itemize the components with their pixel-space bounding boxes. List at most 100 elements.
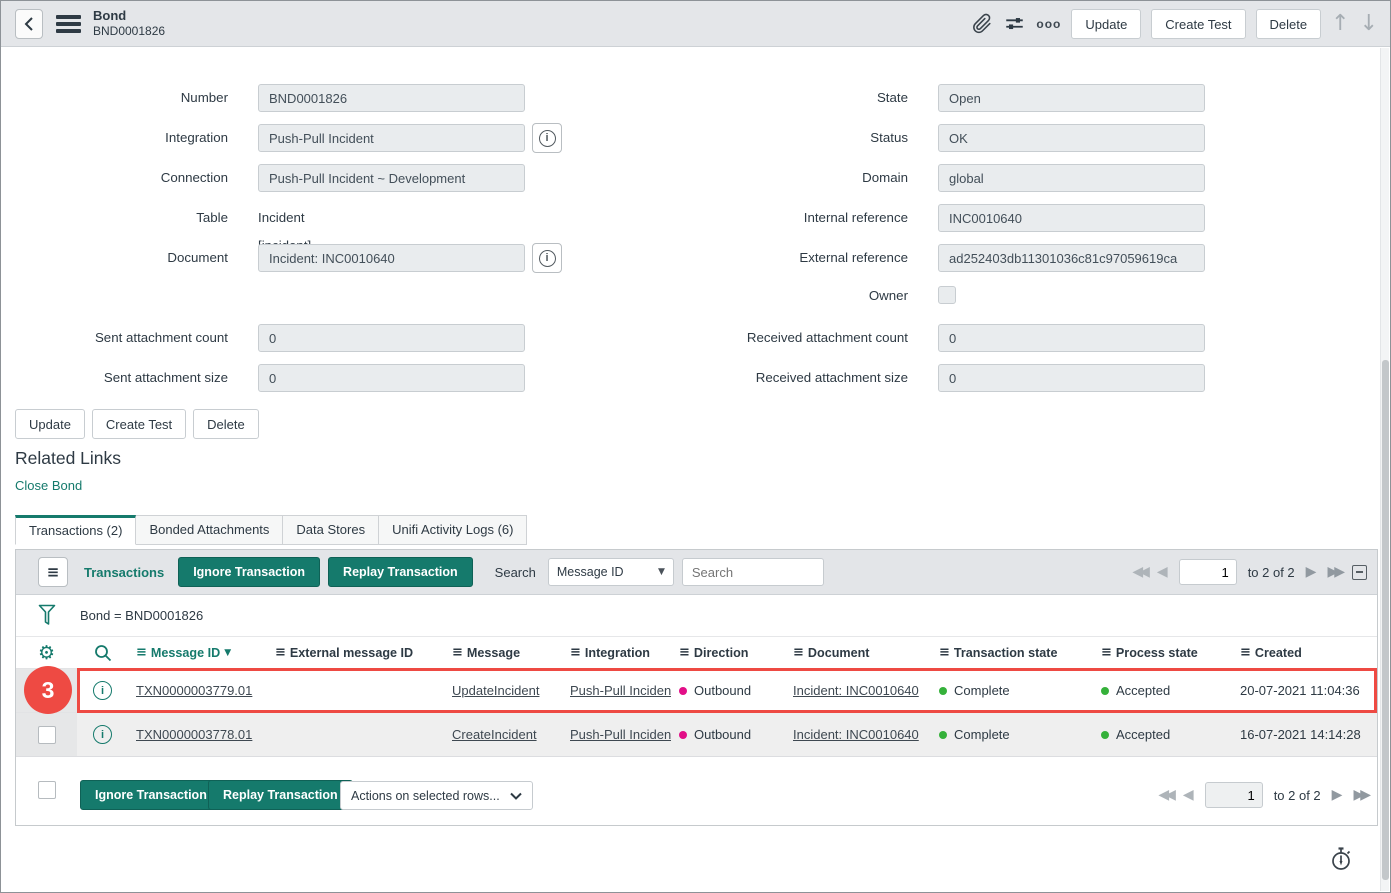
form-context-menu-icon[interactable] [56, 14, 81, 33]
list-toolbar: ≡ Transactions Ignore Transaction Replay… [16, 550, 1377, 595]
column-header-external-message-id[interactable]: ≡ External message ID [267, 645, 444, 660]
received-attachment-size-input[interactable] [938, 364, 1205, 392]
integration-link[interactable]: Push-Pull Incident [570, 727, 671, 742]
list-footer: Ignore Transaction Replay Transaction Ac… [16, 756, 1377, 825]
next-page-icon[interactable]: ▶ [1305, 564, 1317, 580]
page-number-input[interactable] [1178, 559, 1237, 585]
previous-record-icon[interactable]: ↑ [1331, 11, 1350, 36]
state-input[interactable] [938, 84, 1205, 112]
sent-attachment-size-input[interactable] [258, 364, 525, 392]
message-id-link[interactable]: TXN0000003778.01 [136, 727, 253, 742]
close-bond-link[interactable]: Close Bond [15, 478, 83, 493]
update-button[interactable]: Update [1071, 9, 1142, 39]
tab-transactions[interactable]: Transactions (2) [15, 515, 137, 545]
table-row[interactable]: i TXN0000003779.01 UpdateIncident Push-P… [16, 666, 1377, 714]
owner-input[interactable] [938, 286, 956, 304]
vertical-scrollbar[interactable] [1380, 48, 1389, 891]
paperclip-icon[interactable] [971, 13, 993, 35]
sent-attachment-count-input[interactable] [258, 324, 525, 352]
next-page-icon[interactable]: ▶ [1331, 787, 1343, 803]
column-header-document[interactable]: ≡ Document [785, 645, 931, 660]
row-checkbox[interactable] [37, 725, 56, 744]
filter-funnel-icon[interactable] [38, 604, 56, 627]
column-header-message[interactable]: ≡ Message [444, 645, 562, 660]
outbound-dot-icon [679, 687, 687, 695]
record-preview-icon[interactable]: i [93, 681, 112, 700]
received-attachment-count-input[interactable] [938, 324, 1205, 352]
transaction-state-cell: Complete [931, 727, 1093, 742]
column-header-integration[interactable]: ≡ Integration [562, 645, 671, 660]
search-input[interactable] [681, 558, 824, 586]
document-link[interactable]: Incident: INC0010640 [793, 683, 919, 698]
complete-dot-icon [939, 687, 947, 695]
last-page-icon[interactable]: ▶▶ [1327, 564, 1344, 580]
column-header-process-state[interactable]: ≡ Process state [1093, 645, 1232, 660]
column-label: External message ID [289, 645, 414, 660]
document-input[interactable] [258, 244, 525, 272]
scrollbar-thumb[interactable] [1382, 360, 1389, 880]
column-menu-icon: ≡ [570, 645, 581, 660]
internal-reference-input[interactable] [938, 204, 1205, 232]
back-button[interactable] [15, 8, 43, 39]
table-row[interactable]: i TXN0000003778.01 CreateIncident Push-P… [16, 712, 1377, 756]
message-link[interactable]: CreateIncident [452, 727, 537, 742]
number-input[interactable] [258, 84, 525, 112]
document-link[interactable]: Incident: INC0010640 [793, 727, 919, 742]
search-field-select[interactable]: Message ID ▼ [547, 558, 674, 586]
gear-icon[interactable]: ⚙ [37, 641, 56, 664]
document-info-button[interactable]: i [532, 243, 562, 273]
previous-page-icon[interactable]: ◀ [1156, 564, 1168, 580]
connection-input[interactable] [258, 164, 525, 192]
update-button-bottom[interactable]: Update [15, 409, 85, 439]
column-header-transaction-state[interactable]: ≡ Transaction state [931, 645, 1093, 660]
column-header-created[interactable]: ≡ Created [1232, 645, 1377, 660]
column-menu-icon: ≡ [939, 645, 950, 660]
sent-attachment-size-label: Sent attachment size [103, 370, 228, 385]
actions-on-rows-select[interactable]: Actions on selected rows... [340, 781, 533, 810]
previous-page-icon[interactable]: ◀ [1182, 787, 1194, 803]
status-input[interactable] [938, 124, 1205, 152]
related-links-heading: Related Links [15, 448, 122, 468]
related-list-tabs: Transactions (2) Bonded Attachments Data… [15, 515, 528, 545]
more-options-icon[interactable]: ooo [1036, 17, 1062, 31]
last-page-icon[interactable]: ▶▶ [1353, 787, 1370, 803]
search-label: Search [494, 564, 536, 580]
tab-bonded-attachments[interactable]: Bonded Attachments [136, 515, 284, 545]
filter-breadcrumb[interactable]: Bond = BND0001826 [80, 608, 204, 623]
delete-button[interactable]: Delete [1255, 9, 1322, 39]
back-chevron-icon [24, 16, 33, 31]
external-reference-input[interactable] [938, 244, 1205, 272]
personalize-form-icon[interactable] [1003, 13, 1026, 35]
create-test-button[interactable]: Create Test [1151, 9, 1246, 39]
transaction-state-cell: Complete [931, 683, 1093, 698]
first-page-icon[interactable]: ◀◀ [1158, 787, 1175, 803]
column-header-message-id[interactable]: ≡ Message ID ▼ [128, 645, 267, 660]
integration-info-button[interactable]: i [532, 123, 562, 153]
create-test-button-bottom[interactable]: Create Test [91, 409, 187, 439]
tab-data-stores[interactable]: Data Stores [283, 515, 380, 545]
select-all-checkbox[interactable] [38, 781, 56, 799]
domain-input[interactable] [938, 164, 1205, 192]
message-link[interactable]: UpdateIncident [452, 683, 540, 698]
integration-link[interactable]: Push-Pull Incident [570, 683, 671, 698]
message-id-link[interactable]: TXN0000003779.01 [136, 683, 253, 698]
page-number-input[interactable] [1204, 782, 1263, 808]
first-page-icon[interactable]: ◀◀ [1132, 564, 1149, 580]
replay-transaction-button[interactable]: Replay Transaction [328, 557, 473, 587]
integration-input[interactable] [258, 124, 525, 152]
replay-transaction-button-bottom[interactable]: Replay Transaction [208, 780, 353, 810]
delete-button-bottom[interactable]: Delete [193, 409, 259, 439]
list-context-menu-icon[interactable]: ≡ [38, 557, 68, 587]
sort-descending-icon: ▼ [224, 647, 232, 658]
list-title: Transactions [84, 564, 165, 580]
response-time-stopwatch-icon[interactable] [1329, 846, 1353, 875]
search-icon[interactable] [94, 644, 112, 662]
tab-unifi-activity-logs[interactable]: Unifi Activity Logs (6) [379, 515, 528, 545]
ignore-transaction-button[interactable]: Ignore Transaction [178, 557, 321, 587]
next-record-icon[interactable]: ↓ [1359, 11, 1378, 36]
collapse-list-icon[interactable] [1352, 564, 1367, 580]
column-header-direction[interactable]: ≡ Direction [671, 645, 785, 660]
record-preview-icon[interactable]: i [93, 725, 112, 744]
ignore-transaction-button-bottom[interactable]: Ignore Transaction [80, 780, 222, 810]
column-label: Transaction state [953, 645, 1058, 660]
